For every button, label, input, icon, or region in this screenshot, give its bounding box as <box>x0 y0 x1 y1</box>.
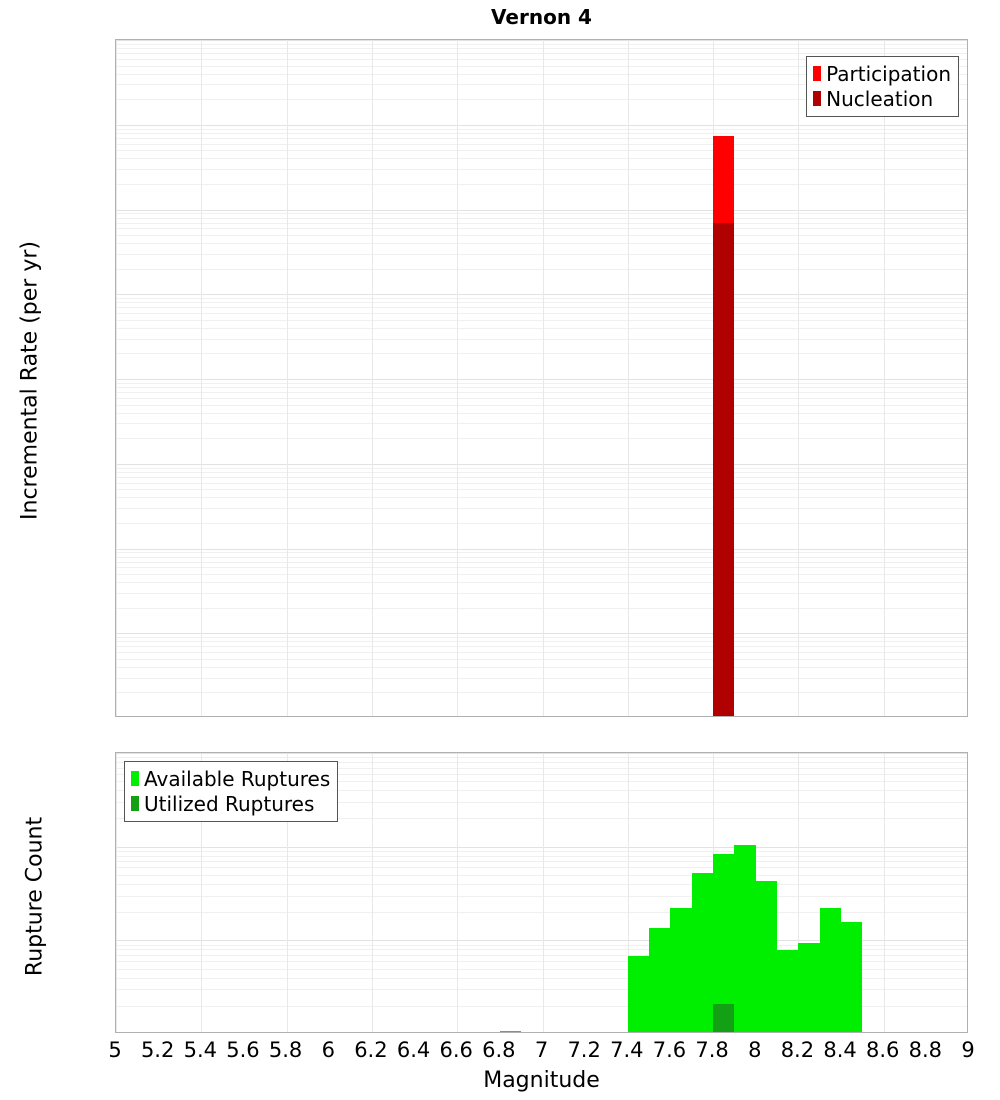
legend-item-utilized-ruptures[interactable]: Utilized Ruptures <box>131 791 330 816</box>
x-axis-tick-label: 6.8 <box>482 1038 516 1062</box>
page-title: Vernon 4 <box>491 5 592 29</box>
x-axis-tick-label: 8.4 <box>823 1038 857 1062</box>
bars-incremental-rate <box>116 40 967 716</box>
bar-utilized-ruptures <box>713 1003 735 1032</box>
bar-available-ruptures <box>649 927 671 1032</box>
x-axis-title: Magnitude <box>483 1068 600 1093</box>
x-axis-tick-label: 8 <box>748 1038 762 1062</box>
x-axis-tick-label: 8.6 <box>865 1038 900 1062</box>
legend-label-participation: Participation <box>826 61 951 86</box>
incremental-rate-plot: Participation Nucleation <box>115 39 968 717</box>
x-axis-ticks: 5 5.2 5.4 5.6 5.8 6 6.2 6.4 6.6 6.8 7 7.2 7.4 7.6 7.8 8… <box>0 1038 1000 1068</box>
legend-label-available-ruptures: Available Ruptures <box>144 766 331 791</box>
nucleation-swatch-icon <box>813 91 822 106</box>
bar-available-ruptures <box>627 955 650 1032</box>
x-axis-tick-label: 5.2 <box>140 1038 175 1062</box>
x-axis-tick-label: 7.6 <box>652 1038 687 1062</box>
utilized-ruptures-swatch-icon <box>131 796 139 811</box>
legend-label-nucleation: Nucleation <box>826 86 934 111</box>
bar-available-ruptures <box>798 942 820 1032</box>
x-axis-tick-label: 6.4 <box>396 1038 431 1062</box>
y-axis-ticks-bottom: 103102101100 <box>0 0 110 1100</box>
rupture-count-plot: Available Ruptures Utilized Ruptures <box>115 752 968 1033</box>
bar-nucleation <box>713 223 735 716</box>
x-axis-tick-label: 5.8 <box>268 1038 303 1062</box>
x-axis-tick-label: 5 <box>108 1038 122 1062</box>
x-axis-tick-label: 7.2 <box>567 1038 601 1062</box>
bar-available-ruptures <box>691 872 714 1032</box>
x-axis-tick-label: 7 <box>534 1038 549 1062</box>
legend-label-utilized-ruptures: Utilized Ruptures <box>144 791 315 816</box>
x-axis-tick-label: 9 <box>961 1038 975 1062</box>
x-axis-tick-label: 8.2 <box>780 1038 815 1062</box>
bar-available-ruptures <box>777 950 799 1032</box>
x-axis-tick-label: 6 <box>321 1038 335 1062</box>
y-axis-title-bottom: Rupture Count <box>22 816 48 977</box>
bar-available-ruptures <box>734 844 756 1032</box>
x-axis-tick-label: 6.2 <box>354 1038 388 1062</box>
legend-item-nucleation[interactable]: Nucleation <box>813 86 951 111</box>
x-axis-tick-label: 5.4 <box>183 1038 217 1062</box>
x-axis-tick-label: 5.6 <box>226 1038 260 1062</box>
bar-available-ruptures <box>713 853 735 1032</box>
bar-available-ruptures <box>755 880 778 1032</box>
x-axis-tick-label: 6.6 <box>439 1038 473 1062</box>
legend-item-available-ruptures[interactable]: Available Ruptures <box>131 766 330 791</box>
x-axis-tick-label: 7.4 <box>610 1038 644 1062</box>
bar-available-ruptures <box>670 908 692 1032</box>
bars-rupture-count <box>116 753 967 1032</box>
x-axis-tick-label: 7.8 <box>695 1038 729 1062</box>
available-ruptures-swatch-icon <box>131 771 139 786</box>
x-axis-tick-label: 8.8 <box>908 1038 943 1062</box>
legend-item-participation[interactable]: Participation <box>813 61 951 86</box>
legend-incremental-rate: Participation Nucleation <box>806 56 959 117</box>
bar-available-ruptures <box>841 921 863 1032</box>
bar-available-ruptures <box>819 908 842 1032</box>
legend-rupture-count: Available Ruptures Utilized Ruptures <box>124 761 339 822</box>
participation-swatch-icon <box>813 66 822 81</box>
bar-available-ruptures <box>499 1031 522 1032</box>
